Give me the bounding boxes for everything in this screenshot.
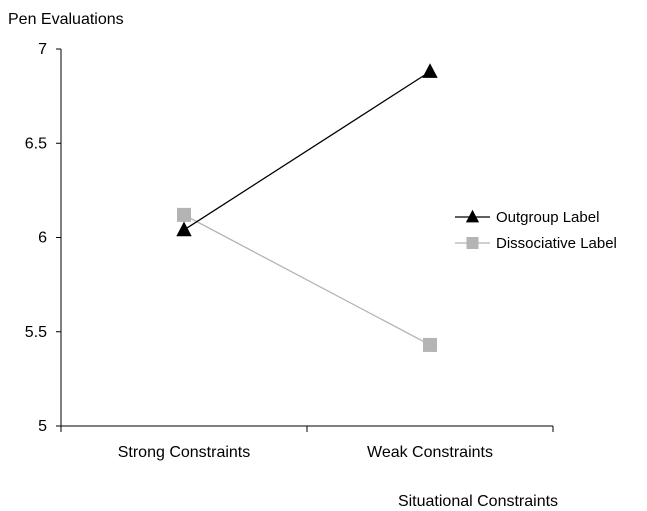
legend-label: Dissociative Label — [496, 235, 617, 252]
triangle-marker — [422, 63, 438, 78]
y-tick-label: 6.5 — [25, 135, 47, 152]
x-tick-label: Weak Constraints — [367, 444, 493, 461]
series-line — [183, 71, 431, 231]
y-axis-ticks: 5 5.5 6 6.5 7 — [25, 41, 61, 435]
legend-label: Outgroup Label — [496, 209, 599, 226]
x-axis-ticks: Strong Constraints Weak Constraints — [60, 426, 554, 461]
square-marker — [177, 207, 191, 222]
y-tick-label: 7 — [38, 41, 47, 58]
series-line — [183, 214, 431, 346]
y-tick-label: 5 — [38, 418, 47, 435]
y-tick-label: 5.5 — [25, 324, 47, 341]
y-tick-label: 6 — [38, 230, 47, 247]
legend: Outgroup Label Dissociative Label — [455, 209, 617, 252]
y-axis-title: Pen Evaluations — [8, 11, 124, 28]
square-marker — [423, 337, 437, 352]
x-tick-label: Strong Constraints — [118, 444, 251, 461]
x-axis-title: Situational Constraints — [398, 493, 558, 510]
series-layer — [176, 63, 438, 352]
triangle-marker — [465, 209, 480, 223]
square-marker — [466, 237, 479, 249]
triangle-marker — [176, 221, 192, 237]
